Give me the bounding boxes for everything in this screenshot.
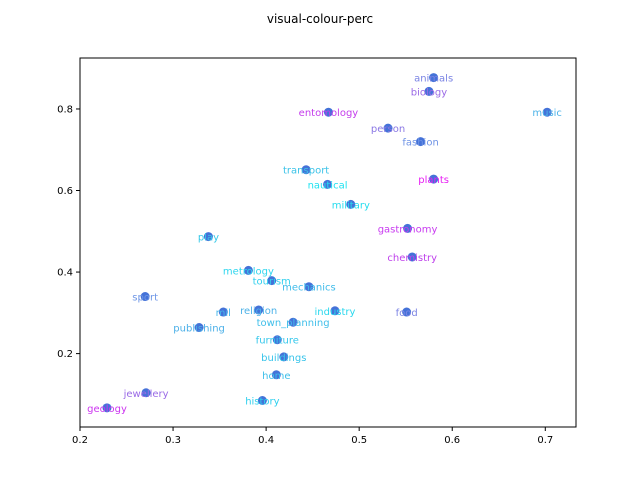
point-history xyxy=(257,395,267,405)
point-label: chemistry xyxy=(387,253,437,264)
point-label: history xyxy=(245,396,279,407)
point-nautical xyxy=(323,179,333,189)
point-label: geology xyxy=(87,404,127,415)
point-label: person xyxy=(371,124,405,135)
point-biology xyxy=(424,86,434,96)
point-animals xyxy=(429,73,439,83)
y-tick-label: 0.2 xyxy=(57,349,73,360)
point-geology xyxy=(102,403,112,413)
point-mechanics xyxy=(304,282,314,292)
x-tick-label: 0.3 xyxy=(165,435,181,446)
point-metrology xyxy=(243,265,253,275)
point-label: jewellery xyxy=(123,389,169,400)
point-mil xyxy=(218,307,228,317)
x-tick-label: 0.5 xyxy=(351,435,367,446)
point-label: industry xyxy=(314,307,355,318)
point-entomology xyxy=(323,107,333,117)
point-fashion xyxy=(416,137,426,147)
point-label: sport xyxy=(132,293,158,304)
y-tick-label: 0.6 xyxy=(57,186,73,197)
point-label: buildings xyxy=(261,353,306,364)
point-play xyxy=(203,232,213,242)
point-food xyxy=(402,307,412,317)
point-label: biology xyxy=(411,87,447,98)
point-label: tourism xyxy=(253,277,291,288)
point-label: mil xyxy=(216,308,231,319)
point-jewellery xyxy=(141,388,151,398)
point-military xyxy=(346,199,356,209)
point-person xyxy=(383,123,393,133)
point-label: home xyxy=(262,371,290,382)
point-label: play xyxy=(198,233,219,244)
point-label: metrology xyxy=(223,266,274,277)
point-label: fashion xyxy=(402,138,438,149)
point-label: military xyxy=(332,200,370,211)
point-religion xyxy=(254,305,264,315)
point-label: furniture xyxy=(256,336,299,347)
point-label: mechanics xyxy=(282,283,336,294)
x-tick-label: 0.6 xyxy=(444,435,460,446)
point-label: food xyxy=(396,308,418,319)
point-label: publishing xyxy=(173,324,225,335)
y-tick-label: 0.4 xyxy=(57,268,73,279)
point-tourism xyxy=(267,276,277,286)
point-label: transport xyxy=(283,166,329,177)
point-buildings xyxy=(279,352,289,362)
point-label: plants xyxy=(418,175,449,186)
point-sport xyxy=(140,292,150,302)
point-plants xyxy=(429,174,439,184)
point-chemistry xyxy=(407,252,417,262)
point-gastronomy xyxy=(403,223,413,233)
point-label: entomology xyxy=(299,108,359,119)
point-label: religion xyxy=(240,306,277,317)
point-label: gastronomy xyxy=(378,224,438,235)
point-transport xyxy=(301,165,311,175)
x-tick-label: 0.2 xyxy=(72,435,88,446)
x-tick-label: 0.7 xyxy=(537,435,553,446)
point-label: music xyxy=(532,108,562,119)
point-music xyxy=(542,107,552,117)
point-home xyxy=(271,370,281,380)
point-label: nautical xyxy=(308,180,348,191)
plot-frame xyxy=(79,57,577,428)
point-label: town_planning xyxy=(257,318,330,329)
x-tick-label: 0.4 xyxy=(258,435,274,446)
y-tick-label: 0.8 xyxy=(57,104,73,115)
point-town-planning xyxy=(288,317,298,327)
point-furniture xyxy=(272,335,282,345)
point-label: animals xyxy=(414,74,453,85)
chart-title: visual-colour-perc xyxy=(267,12,373,26)
point-publishing xyxy=(194,323,204,333)
point-industry xyxy=(330,306,340,316)
